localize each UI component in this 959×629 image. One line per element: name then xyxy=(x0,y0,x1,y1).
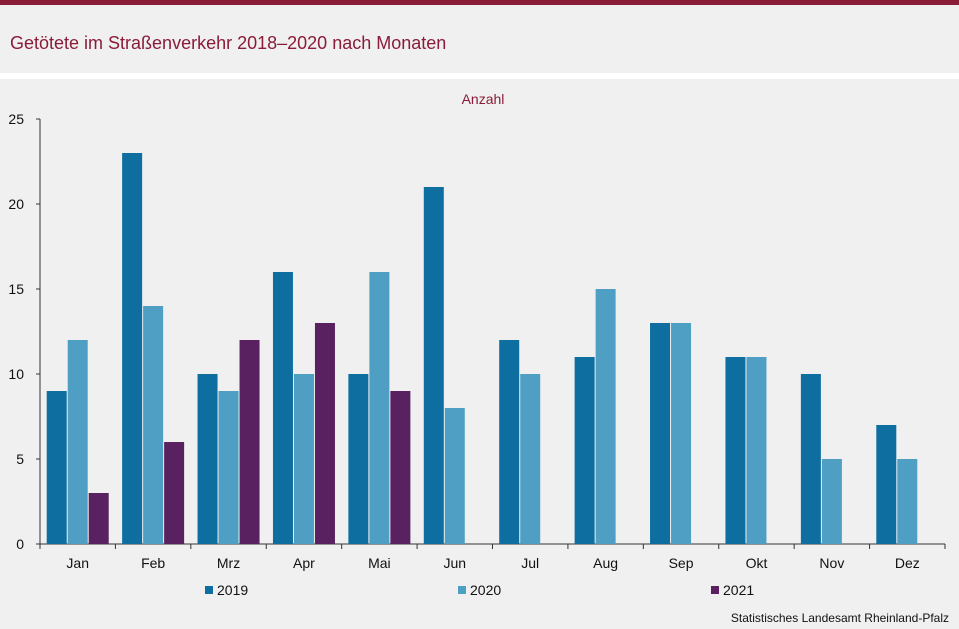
bar-2020-Sep xyxy=(671,323,692,544)
header: Getötete im Straßenverkehr 2018–2020 nac… xyxy=(0,5,959,73)
bar-2020-Jun xyxy=(444,408,465,544)
legend-label-2020: 2020 xyxy=(470,582,501,598)
y-tick-label: 25 xyxy=(8,111,24,127)
legend-label-2021: 2021 xyxy=(723,582,754,598)
x-tick-label: Aug xyxy=(593,555,618,571)
page-title: Getötete im Straßenverkehr 2018–2020 nac… xyxy=(10,33,447,53)
bar-2019-Mrz xyxy=(197,374,218,544)
bar-2021-Jan xyxy=(88,493,109,544)
y-axis-title: Anzahl xyxy=(462,91,505,107)
bar-2019-Okt xyxy=(725,357,746,544)
y-tick-label: 20 xyxy=(8,196,24,212)
legend-swatch-2020 xyxy=(458,586,466,594)
legend-swatch-2019 xyxy=(205,586,213,594)
bar-2019-Dez xyxy=(876,425,897,544)
bar-2019-Feb xyxy=(122,153,143,544)
y-tick-label: 10 xyxy=(8,366,24,382)
top-accent-bar xyxy=(0,0,959,5)
bar-2020-Apr xyxy=(293,374,314,544)
x-tick-label: Nov xyxy=(819,555,844,571)
x-tick-label: Apr xyxy=(293,555,315,571)
bar-2020-Mrz xyxy=(218,391,239,544)
header-divider xyxy=(0,73,959,79)
bar-2020-Okt xyxy=(746,357,767,544)
bar-2021-Mai xyxy=(390,391,411,544)
bar-2021-Apr xyxy=(314,323,335,544)
legend-swatch-2021 xyxy=(711,586,719,594)
x-tick-label: Mrz xyxy=(217,555,240,571)
x-tick-label: Jan xyxy=(66,555,89,571)
bar-2020-Jul xyxy=(520,374,541,544)
x-tick-label: Sep xyxy=(669,555,694,571)
bar-2020-Mai xyxy=(369,272,390,544)
x-tick-label: Mai xyxy=(368,555,391,571)
source-note: Statistisches Landesamt Rheinland-Pfalz xyxy=(730,611,949,625)
bar-2020-Jan xyxy=(67,340,88,544)
y-tick-label: 15 xyxy=(8,281,24,297)
bar-2021-Mrz xyxy=(239,340,260,544)
bar-2019-Apr xyxy=(272,272,293,544)
bar-2020-Aug xyxy=(595,289,616,544)
bar-2019-Jul xyxy=(499,340,520,544)
bar-2020-Nov xyxy=(821,459,842,544)
x-tick-label: Jul xyxy=(521,555,539,571)
x-tick-label: Feb xyxy=(141,555,165,571)
bar-2019-Jun xyxy=(423,187,444,544)
bar-2019-Aug xyxy=(574,357,595,544)
x-tick-label: Jun xyxy=(444,555,467,571)
chart-area: Anzahl 0 5 10 15 20 25 Jan Feb Mrz Apr Mai Jun Jul Aug… xyxy=(0,79,959,629)
bar-2019-Nov xyxy=(800,374,821,544)
bar-chart: Anzahl 0 5 10 15 20 25 Jan Feb Mrz Apr Mai Jun Jul Aug… xyxy=(8,91,946,598)
bar-2019-Mai xyxy=(348,374,369,544)
bar-2021-Feb xyxy=(164,442,185,544)
legend-label-2019: 2019 xyxy=(217,582,248,598)
bar-2020-Dez xyxy=(897,459,918,544)
y-tick-label: 0 xyxy=(16,536,24,552)
bar-2019-Sep xyxy=(650,323,671,544)
bar-2020-Feb xyxy=(143,306,164,544)
y-tick-label: 5 xyxy=(16,451,24,467)
x-tick-label: Dez xyxy=(895,555,920,571)
x-tick-label: Okt xyxy=(746,555,768,571)
bar-2019-Jan xyxy=(46,391,67,544)
